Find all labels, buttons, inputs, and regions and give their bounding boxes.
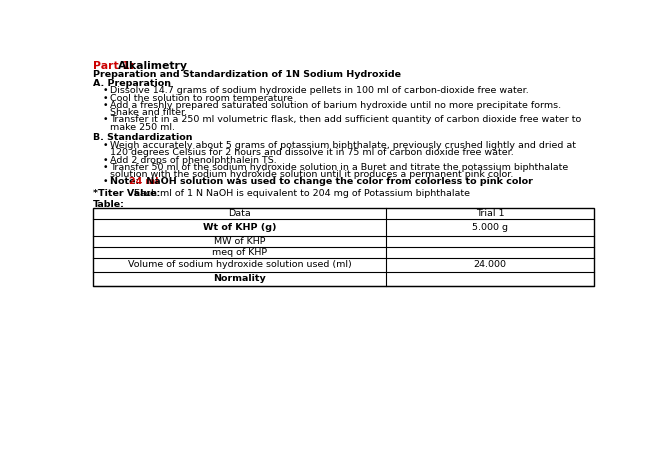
Text: meq of KHP: meq of KHP [212,248,267,257]
Bar [93,208,594,286]
Text: Shake and filter.: Shake and filter. [110,108,187,117]
Text: Weigh accurately about 5 grams of potassium biphthalate, previously crushed ligh: Weigh accurately about 5 grams of potass… [110,141,577,150]
Text: •: • [103,116,108,124]
Text: A. Preparation: A. Preparation [93,79,171,87]
Text: 24 ml: 24 ml [129,177,159,187]
Text: Transfer it in a 250 ml volumetric flask, then add sufficient quantity of carbon: Transfer it in a 250 ml volumetric flask… [110,116,581,124]
Text: 5.000 g: 5.000 g [472,224,508,232]
Text: •: • [103,93,108,103]
Text: MW of KHP: MW of KHP [214,237,265,246]
Text: NaOH solution was used to change the color from colorless to pink color: NaOH solution was used to change the col… [143,177,533,187]
Text: Cool the solution to room temperature: Cool the solution to room temperature [110,93,293,103]
Text: Alkalimetry: Alkalimetry [118,61,188,71]
Text: •: • [103,156,108,164]
Text: •: • [103,86,108,95]
Text: Normality: Normality [214,274,266,283]
Text: Each ml of 1 N NaOH is equivalent to 204 mg of Potassium biphthalate: Each ml of 1 N NaOH is equivalent to 204… [134,189,470,198]
Text: *Titer Value:: *Titer Value: [93,189,164,198]
Text: Volume of sodium hydroxide solution used (ml): Volume of sodium hydroxide solution used… [128,261,351,269]
Text: Dissolve 14.7 grams of sodium hydroxide pellets in 100 ml of carbon-dioxide free: Dissolve 14.7 grams of sodium hydroxide … [110,86,529,95]
Text: Transfer 50 ml of the sodium hydroxide solution in a Buret and titrate the potas: Transfer 50 ml of the sodium hydroxide s… [110,163,569,172]
Text: Note:: Note: [110,177,143,187]
Text: •: • [103,177,108,187]
Text: Preparation and Standardization of 1N Sodium Hydroxide: Preparation and Standardization of 1N So… [93,70,401,79]
Text: •: • [103,101,108,110]
Text: Part 1:: Part 1: [93,61,138,71]
Text: Wt of KHP (g): Wt of KHP (g) [203,224,276,232]
Text: Data: Data [228,209,251,218]
Text: •: • [103,141,108,150]
Text: 24.000: 24.000 [474,261,507,269]
Text: Trial 1: Trial 1 [476,209,505,218]
Text: solution with the sodium hydroxide solution until it produces a permanent pink c: solution with the sodium hydroxide solut… [110,170,513,179]
Text: B. Standardization: B. Standardization [93,133,193,142]
Text: Add 2 drops of phenolphthalein TS.: Add 2 drops of phenolphthalein TS. [110,156,277,164]
Text: make 250 ml.: make 250 ml. [110,123,175,132]
Text: Add a freshly prepared saturated solution of barium hydroxide until no more prec: Add a freshly prepared saturated solutio… [110,101,562,110]
Text: •: • [103,163,108,172]
Text: Table:: Table: [93,200,125,209]
Text: 120 degrees Celsius for 2 hours and dissolve it in 75 ml of carbon dioxide free : 120 degrees Celsius for 2 hours and diss… [110,148,514,157]
